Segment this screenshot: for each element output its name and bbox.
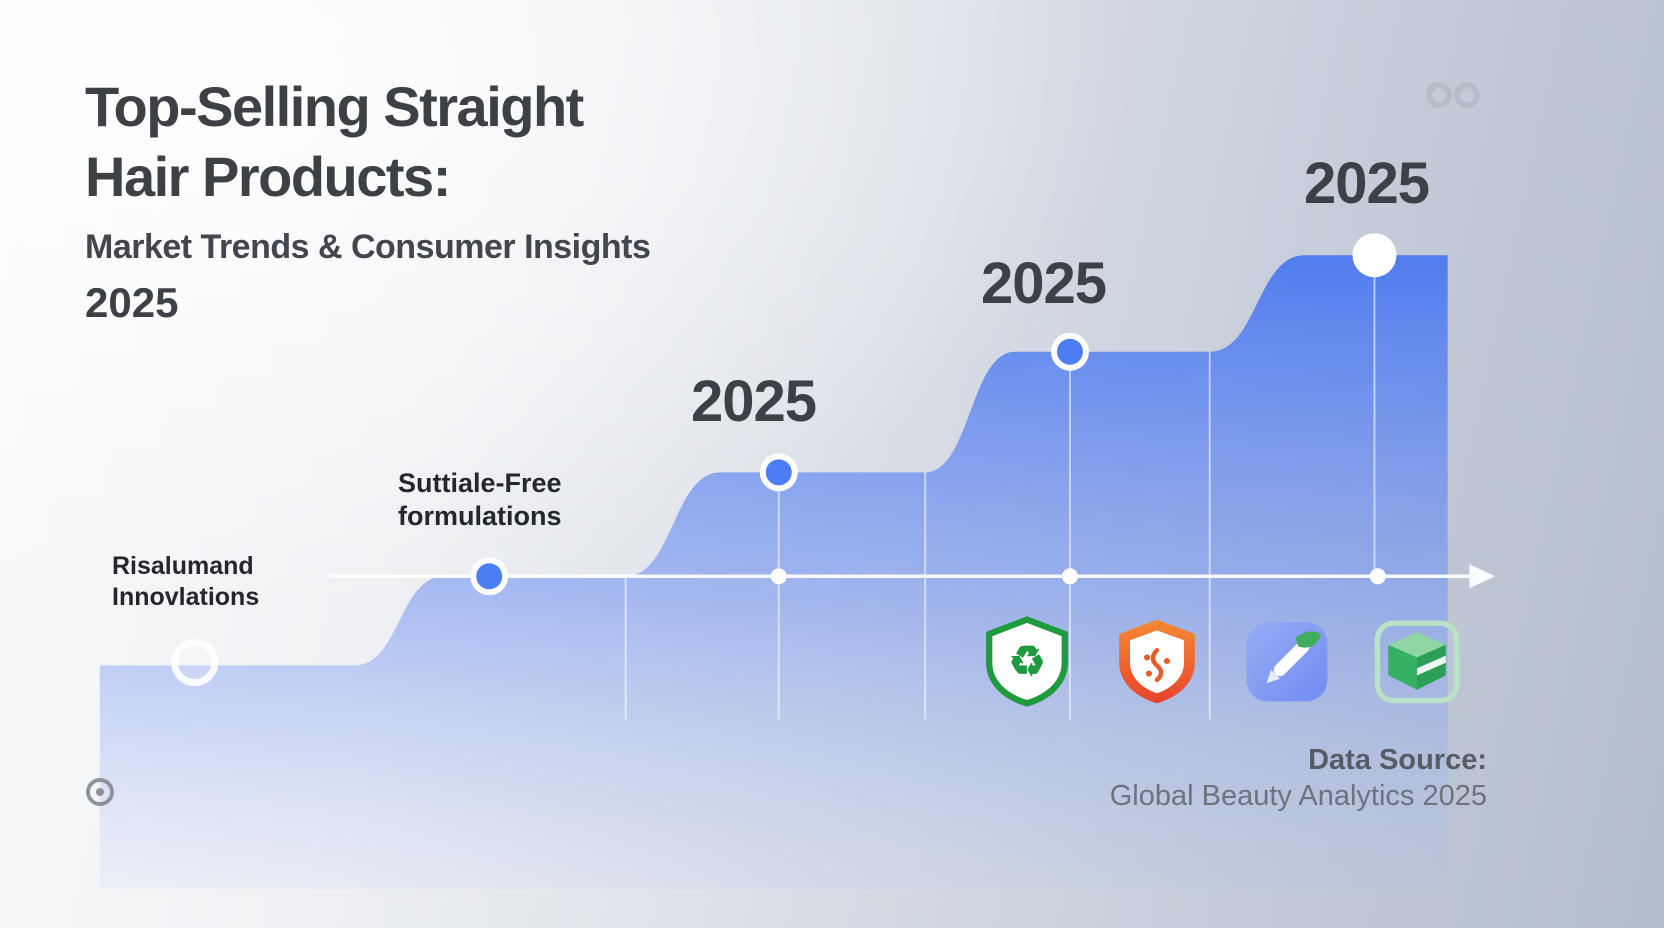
data-source-label: Data Source: xyxy=(1308,744,1487,776)
recycle-shield-icon: ♻ xyxy=(982,614,1072,708)
data-source-block: Data Source: Global Beauty Analytics 202… xyxy=(1110,742,1487,814)
page-title-line2: Hair Products: xyxy=(85,145,451,208)
milestone-year-label-1: 2025 xyxy=(691,369,817,434)
data-source-value: Global Beauty Analytics 2025 xyxy=(1109,780,1487,812)
heat-protect-shield-icon xyxy=(1112,614,1202,708)
package-cube-icon xyxy=(1372,614,1462,708)
milestone-year-label-3: 2025 xyxy=(1304,151,1430,216)
recycle-glyph: ♻ xyxy=(1008,638,1045,684)
header-year: 2025 xyxy=(85,279,179,326)
milestone-year-label-2: 2025 xyxy=(981,251,1107,316)
header-block: Top-Selling Straight Hair Products: Mark… xyxy=(85,72,651,327)
milestone-label-innovations-line1: Risalumand xyxy=(112,552,254,580)
milestone-label-innovations-line2: Innovlations xyxy=(112,583,260,611)
milestone-label-sulfate-free-line1: Suttiale-Free xyxy=(398,468,562,498)
pen-leaf-icon xyxy=(1242,614,1332,708)
feature-badge-row: ♻ xyxy=(982,614,1462,708)
page-title-line1: Top-Selling Straight xyxy=(85,75,584,138)
milestone-label-innovations: Risalumand Innovlations xyxy=(112,551,259,613)
milestone-label-sulfate-free: Suttiale-Free formulations xyxy=(398,467,562,533)
milestone-label-sulfate-free-line2: formulations xyxy=(398,501,562,531)
target-dot-icon xyxy=(84,776,116,813)
page-subtitle: Market Trends & Consumer Insights xyxy=(85,228,651,266)
double-rings-icon xyxy=(1425,80,1489,115)
